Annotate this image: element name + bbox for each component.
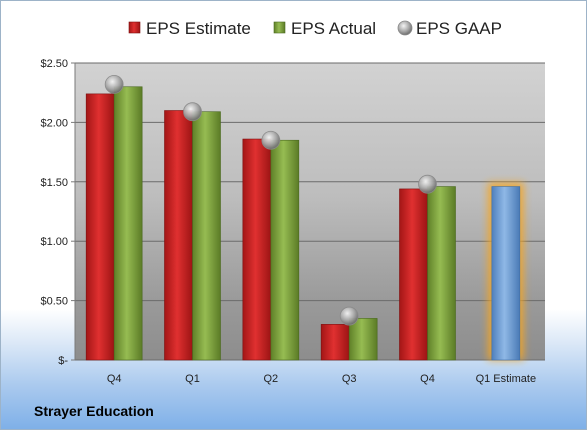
bar-eps-actual (113, 86, 143, 361)
x-tick-label: Q4 (420, 373, 435, 385)
legend-label: EPS Actual (291, 19, 376, 38)
plot-area (75, 63, 545, 360)
y-tick-label: $2.50 (40, 58, 68, 70)
y-tick-label: $1.50 (40, 177, 68, 189)
y-tick-label: $0.50 (40, 296, 68, 308)
company-name: Strayer Education (34, 403, 154, 419)
bar-eps-actual (427, 186, 456, 361)
bar-eps-estimate (164, 110, 193, 361)
bar-eps-estimate (242, 138, 272, 361)
legend: EPS Estimate EPS Actual EPS GAAP (128, 19, 502, 38)
y-tick-label: $2.00 (40, 117, 68, 129)
legend-swatch (128, 21, 141, 34)
x-tick-label: Q1 Estimate (476, 373, 537, 385)
x-tick-label: Q1 (185, 373, 200, 385)
bar-eps-actual (348, 318, 378, 361)
gridlines (75, 62, 545, 361)
legend-item: EPS Actual (273, 19, 376, 38)
legend-label: EPS Estimate (146, 19, 251, 38)
legend-item: EPS Estimate (128, 19, 251, 38)
y-axis: $- $0.50 $1.00 $1.50 $2.00 $2.50 (40, 58, 76, 367)
bar-eps-estimate (399, 188, 428, 361)
gaap-markers (104, 74, 437, 326)
bar-eps-actual (270, 139, 300, 361)
marker-eps-gaap (339, 306, 359, 326)
x-tick-label: Q4 (107, 373, 122, 385)
legend-swatch (273, 21, 286, 34)
legend-item: EPS GAAP (397, 19, 502, 38)
x-tick-label: Q3 (342, 373, 357, 385)
bar-eps-estimate (320, 324, 350, 361)
bar-eps-actual (192, 111, 221, 361)
legend-label: EPS GAAP (416, 19, 502, 38)
bar-eps-estimate (85, 93, 115, 361)
legend-swatch (397, 20, 413, 36)
marker-eps-gaap (104, 74, 124, 94)
x-axis: Q4 Q1 Q2 Q3 Q4 Q1 Estimate (107, 373, 536, 385)
marker-eps-gaap (183, 102, 202, 122)
bars (85, 86, 524, 361)
x-tick-label: Q2 (263, 373, 278, 385)
y-tick-label: $1.00 (40, 236, 68, 248)
y-tick-label: $- (58, 355, 68, 367)
marker-eps-gaap (261, 130, 281, 150)
marker-eps-gaap (418, 174, 437, 194)
eps-chart: EPS Estimate EPS Actual EPS GAAP $- $0.50 $1… (40, 19, 545, 385)
bar-eps-estimate-forecast (491, 186, 521, 361)
